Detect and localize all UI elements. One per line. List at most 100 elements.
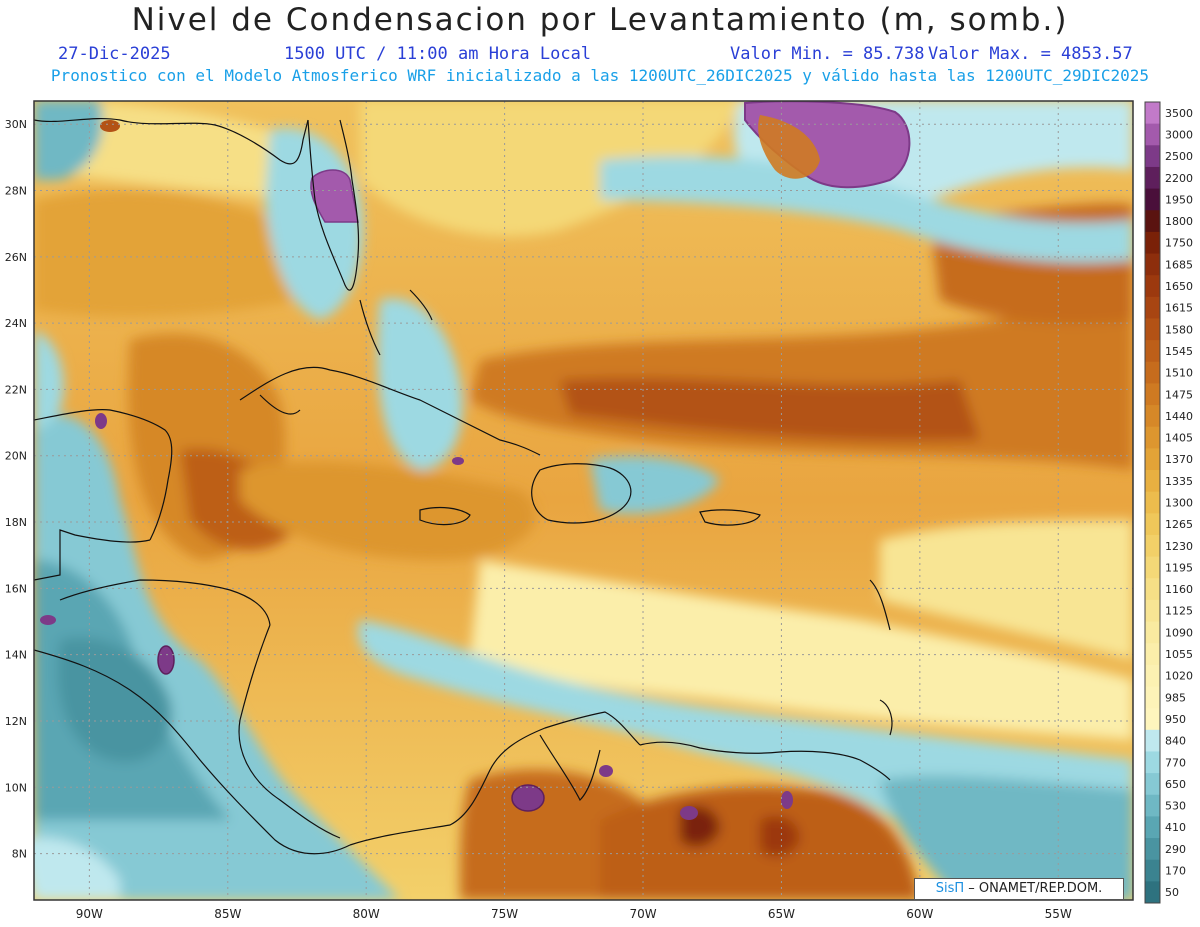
colorbar-label: 1475 xyxy=(1165,388,1193,401)
colorbar-swatch xyxy=(1145,859,1160,882)
colorbar-swatch xyxy=(1145,361,1160,384)
longitude-label: 70W xyxy=(629,907,656,921)
colorbar-label: 3500 xyxy=(1165,107,1193,120)
latitude-label: 22N xyxy=(5,383,27,396)
longitude-label: 75W xyxy=(491,907,518,921)
colorbar-swatch xyxy=(1145,643,1160,666)
colorbar-label: 1950 xyxy=(1165,193,1193,206)
colorbar-label: 1580 xyxy=(1165,323,1193,336)
colorbar-swatch xyxy=(1145,188,1160,211)
colorbar-swatch xyxy=(1145,816,1160,839)
colorbar-label: 3000 xyxy=(1165,128,1193,141)
sispi-logo: SisΠ xyxy=(935,881,965,896)
colorbar-label: 170 xyxy=(1165,865,1186,878)
colorbar-label: 2500 xyxy=(1165,150,1193,163)
longitude-label: 80W xyxy=(353,907,380,921)
colorbar-swatch xyxy=(1145,102,1160,125)
colorbar-label: 530 xyxy=(1165,800,1186,813)
forecast-date: 27-Dic-2025 xyxy=(58,44,171,64)
colorbar-swatch xyxy=(1145,664,1160,688)
colorbar-swatch xyxy=(1145,556,1160,579)
colorbar-swatch xyxy=(1145,621,1160,644)
latitude-label: 26N xyxy=(5,251,27,264)
colorbar-label: 770 xyxy=(1165,756,1186,769)
latitude-label: 24N xyxy=(5,317,27,330)
longitude-label: 65W xyxy=(768,907,795,921)
latitude-label: 12N xyxy=(5,715,27,728)
map-frame xyxy=(33,100,1134,901)
credit-dash: – xyxy=(968,881,979,896)
lcl-field xyxy=(34,101,1133,900)
forecast-time: 1500 UTC / 11:00 am Hora Local xyxy=(284,44,592,64)
min-value: Valor Min. = 85.738 xyxy=(730,44,925,64)
colorbar-swatch xyxy=(1145,426,1160,449)
longitude-label: 90W xyxy=(76,907,103,921)
colorbar-swatch xyxy=(1145,578,1160,601)
colorbar-label: 1800 xyxy=(1165,215,1193,228)
colorbar-swatch xyxy=(1145,210,1160,233)
colorbar: 3500 3000 2500 2200 1950 1800 1750 1685 1650 1615… xyxy=(1144,101,1193,904)
colorbar-label: 1055 xyxy=(1165,648,1193,661)
colorbar-swatch xyxy=(1145,318,1160,341)
colorbar-swatch xyxy=(1145,751,1160,774)
latitude-label: 14N xyxy=(5,649,27,662)
colorbar-label: 1195 xyxy=(1165,561,1193,574)
colorbar-swatch xyxy=(1145,729,1160,752)
colorbar-swatch xyxy=(1145,599,1160,623)
colorbar-label: 1685 xyxy=(1165,258,1193,271)
coastlines xyxy=(34,117,893,855)
colorbar-label: 985 xyxy=(1165,691,1186,704)
colorbar-label: 290 xyxy=(1165,843,1186,856)
map-title: Nivel de Condensacion por Levantamiento … xyxy=(131,2,1069,38)
latitude-label: 30N xyxy=(5,118,27,131)
colorbar-label: 1405 xyxy=(1165,432,1193,445)
colorbar-label: 650 xyxy=(1165,778,1186,791)
colorbar-label: 1125 xyxy=(1165,605,1193,618)
colorbar-swatch xyxy=(1145,231,1160,255)
colorbar-swatch xyxy=(1145,383,1160,406)
colorbar-frame xyxy=(1144,101,1161,904)
colorbar-swatch xyxy=(1145,708,1160,731)
colorbar-label: 1335 xyxy=(1165,475,1193,488)
colorbar-label: 2200 xyxy=(1165,172,1193,185)
colorbar-label: 410 xyxy=(1165,821,1186,834)
credit-text: ONAMET/REP.DOM. xyxy=(978,881,1103,896)
colorbar-label: 1300 xyxy=(1165,497,1193,510)
longitude-label: 85W xyxy=(214,907,241,921)
colorbar-label: 1510 xyxy=(1165,367,1193,380)
colorbar-swatch xyxy=(1145,405,1160,428)
colorbar-swatch xyxy=(1145,123,1160,146)
colorbar-label: 1750 xyxy=(1165,237,1193,250)
colorbar-label: 1650 xyxy=(1165,280,1193,293)
colorbar-label: 1160 xyxy=(1165,583,1193,596)
colorbar-label: 50 xyxy=(1165,886,1179,899)
model-info: Pronostico con el Modelo Atmosferico WRF… xyxy=(50,66,1150,85)
latitude-label: 8N xyxy=(12,848,27,861)
colorbar-label: 1230 xyxy=(1165,540,1193,553)
max-value: Valor Max. = 4853.57 xyxy=(928,44,1133,64)
graticule xyxy=(34,101,1133,900)
colorbar-label: 1020 xyxy=(1165,670,1193,683)
latitude-label: 20N xyxy=(5,450,27,463)
colorbar-label: 950 xyxy=(1165,713,1186,726)
colorbar-swatch xyxy=(1145,881,1160,904)
colorbar-swatch xyxy=(1145,686,1160,709)
latitude-label: 10N xyxy=(5,781,27,794)
longitude-label: 60W xyxy=(906,907,933,921)
colorbar-swatch xyxy=(1145,253,1160,276)
colorbar-label: 1615 xyxy=(1165,302,1193,315)
latitude-label: 18N xyxy=(5,516,27,529)
colorbar-swatch xyxy=(1145,470,1160,493)
longitude-label: 55W xyxy=(1045,907,1072,921)
latitude-label: 28N xyxy=(5,185,27,198)
colorbar-swatch xyxy=(1145,145,1160,168)
colorbar-swatch xyxy=(1145,794,1160,817)
colorbar-label: 1090 xyxy=(1165,626,1193,639)
colorbar-swatch xyxy=(1145,491,1160,514)
colorbar-swatch xyxy=(1145,448,1160,471)
colorbar-swatch xyxy=(1145,773,1160,796)
colorbar-swatch xyxy=(1145,296,1160,319)
colorbar-swatch xyxy=(1145,275,1160,298)
colorbar-swatch xyxy=(1145,534,1160,558)
